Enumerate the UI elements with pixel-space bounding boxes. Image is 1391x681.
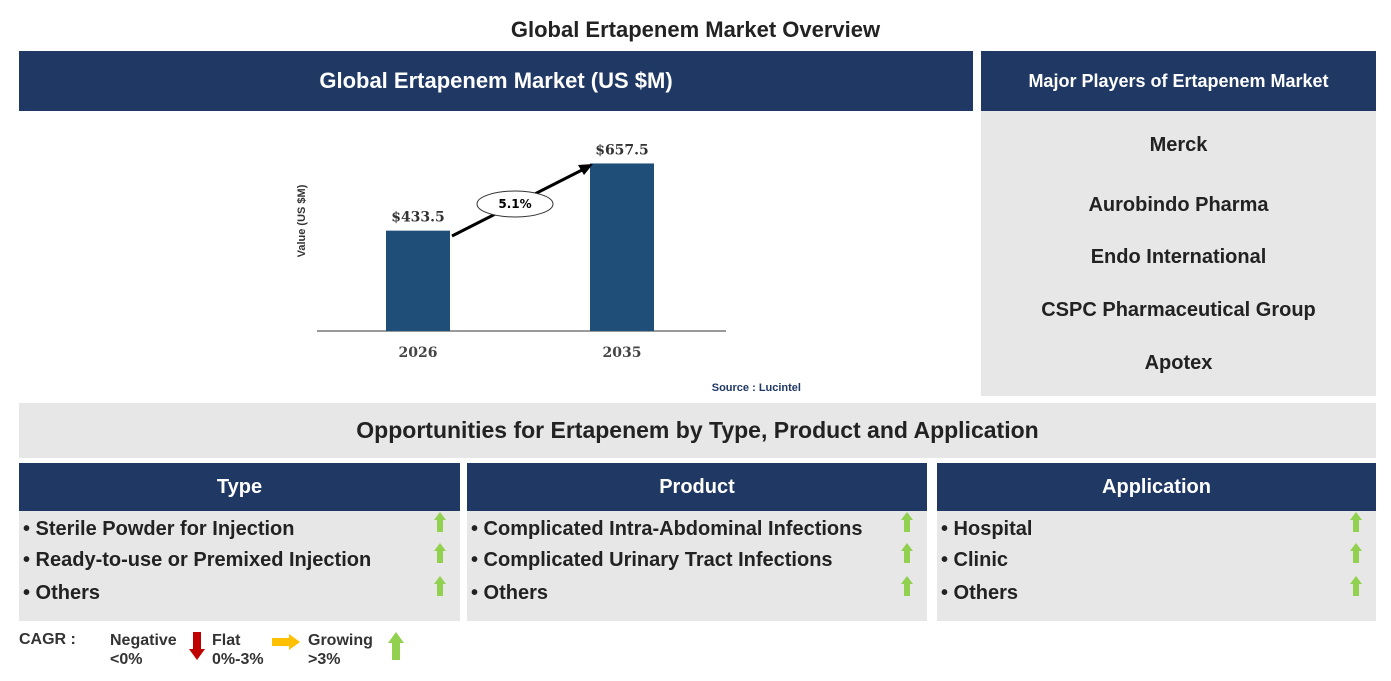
- list-item: • Others: [23, 582, 101, 604]
- arrow-up-icon: [434, 576, 446, 596]
- list-item: • Ready-to-use or Premixed Injection: [23, 549, 372, 571]
- bar-2035: [590, 163, 654, 331]
- arrow-up-icon: [1350, 512, 1362, 532]
- legend-flat-range: 0%-3%: [212, 651, 264, 668]
- list-item: • Others: [941, 582, 1019, 604]
- cagr-bubble: [476, 190, 554, 218]
- players-list: Merck Aurobindo Pharma Endo Internationa…: [981, 111, 1376, 396]
- column-body: • Sterile Powder for Injection • Ready-to…: [19, 511, 460, 621]
- data-label: $657.5: [595, 142, 649, 158]
- arrow-up-icon: [388, 632, 404, 660]
- player-item: CSPC Pharmaceutical Group: [1041, 299, 1316, 321]
- arrow-up-icon: [434, 543, 446, 563]
- list-item: • Complicated Urinary Tract Infections: [471, 549, 833, 571]
- column-body: • Complicated Intra-Abdominal Infections…: [467, 511, 927, 621]
- list-item: • Complicated Intra-Abdominal Infections: [471, 518, 863, 540]
- chart-header: Global Ertapenem Market (US $M): [19, 51, 973, 111]
- column-header-application: Application: [937, 463, 1376, 511]
- opportunities-header: Opportunities for Ertapenem by Type, Pro…: [19, 403, 1376, 458]
- list-item: • Clinic: [941, 549, 1009, 571]
- legend-flat: Flat 0%-3%: [212, 631, 264, 669]
- column-header-product: Product: [467, 463, 927, 511]
- player-item: Endo International: [1090, 246, 1267, 268]
- arrow-up-icon: [901, 576, 913, 596]
- x-tick-label: 2035: [603, 345, 642, 361]
- players-header: Major Players of Ertapenem Market: [981, 51, 1376, 111]
- legend-flat-label: Flat: [212, 632, 241, 649]
- source-label: Source : Lucintel: [712, 382, 801, 394]
- legend-growing: Growing >3%: [308, 631, 373, 669]
- player-item: Merck: [1149, 134, 1208, 156]
- legend-negative-range: <0%: [110, 651, 143, 668]
- data-label: $433.5: [391, 210, 445, 226]
- arrowhead-icon: [578, 164, 593, 175]
- arrow-down-icon: [189, 632, 205, 660]
- legend-growing-label: Growing: [308, 632, 373, 649]
- list-item: • Hospital: [941, 518, 1033, 540]
- cagr-label: 5.1%: [498, 197, 531, 211]
- legend-growing-range: >3%: [308, 651, 341, 668]
- page-title: Global Ertapenem Market Overview: [510, 17, 881, 42]
- legend-negative-label: Negative: [110, 632, 177, 649]
- arrow-up-icon: [1350, 543, 1362, 563]
- bar-2026: [386, 230, 450, 331]
- list-item: • Sterile Powder for Injection: [23, 518, 295, 540]
- y-axis-label: Value (US $M): [296, 184, 308, 257]
- x-tick-label: 2026: [399, 345, 438, 361]
- legend-negative: Negative <0%: [110, 631, 177, 669]
- arrow-up-icon: [1350, 576, 1362, 596]
- player-item: Aurobindo Pharma: [1088, 194, 1269, 216]
- arrow-up-icon: [434, 512, 446, 532]
- column-header-type: Type: [19, 463, 460, 511]
- column-body: • Hospital • Clinic • Others: [937, 511, 1376, 621]
- player-item: Apotex: [1144, 352, 1213, 374]
- legend-label: CAGR :: [19, 631, 76, 648]
- arrow-right-icon: [272, 634, 300, 650]
- arrow-up-icon: [901, 543, 913, 563]
- list-item: • Others: [471, 582, 549, 604]
- arrow-up-icon: [901, 512, 913, 532]
